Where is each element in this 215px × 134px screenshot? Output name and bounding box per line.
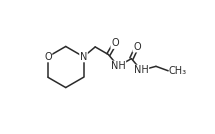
Text: NH: NH xyxy=(111,61,126,71)
Text: N: N xyxy=(80,52,87,62)
Text: O: O xyxy=(133,42,141,52)
Text: O: O xyxy=(44,52,52,62)
Text: NH: NH xyxy=(134,65,149,75)
Text: CH₃: CH₃ xyxy=(169,66,187,76)
Text: O: O xyxy=(111,38,119,48)
